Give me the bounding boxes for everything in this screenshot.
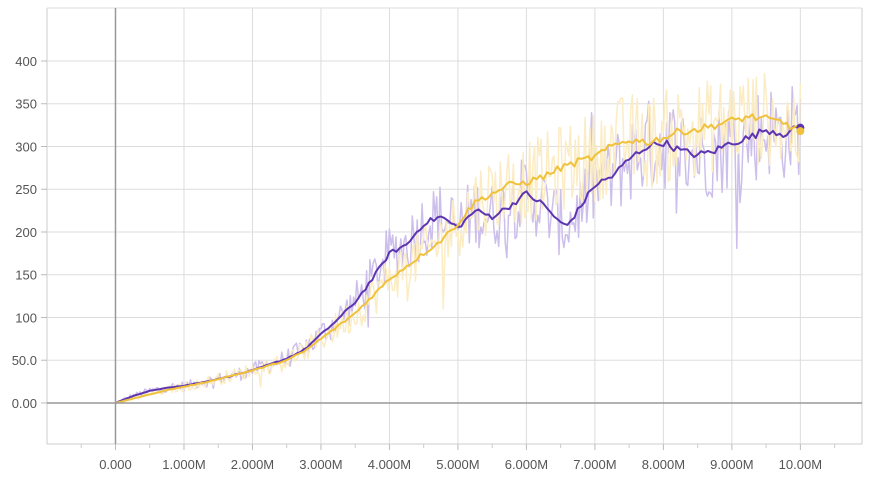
x-tick-label: 1.000M [162, 457, 205, 472]
grid [46, 7, 863, 445]
y-tick-label: 0.00 [12, 396, 37, 411]
x-tick-label: 10.00M [779, 457, 822, 472]
raw-series-line-0 [115, 86, 802, 404]
x-tick-label: 0.000 [99, 457, 132, 472]
y-tick-label: 300 [15, 139, 37, 154]
x-tick-label: 2.000M [231, 457, 274, 472]
series-line-1 [115, 113, 802, 404]
y-tick-label: 200 [15, 225, 37, 240]
y-tick-label: 350 [15, 97, 37, 112]
x-tick-label: 3.000M [299, 457, 342, 472]
series-end-markers [796, 123, 805, 136]
raw-series-line-1 [115, 72, 802, 404]
y-tick-label: 150 [15, 268, 37, 283]
x-tick-label: 5.000M [436, 457, 479, 472]
y-tick-label: 250 [15, 182, 37, 197]
x-tick-label: 6.000M [505, 457, 548, 472]
y-tick-label: 50.0 [12, 353, 37, 368]
series-end-marker-1 [796, 127, 805, 136]
tick-labels: 0.000 1.000M 2.000M 3.000M 4.000M 5.000M 6.000… [12, 54, 822, 472]
x-tick-label: 7.000M [573, 457, 616, 472]
y-tick-label: 400 [15, 54, 37, 69]
y-tick-label: 100 [15, 310, 37, 325]
x-tick-label: 8.000M [642, 457, 685, 472]
smoothed-series-lines [115, 113, 802, 404]
x-tick-label: 4.000M [368, 457, 411, 472]
raw-series-lines [115, 72, 802, 404]
axes [41, 8, 862, 450]
x-tick-label: 9.000M [710, 457, 753, 472]
